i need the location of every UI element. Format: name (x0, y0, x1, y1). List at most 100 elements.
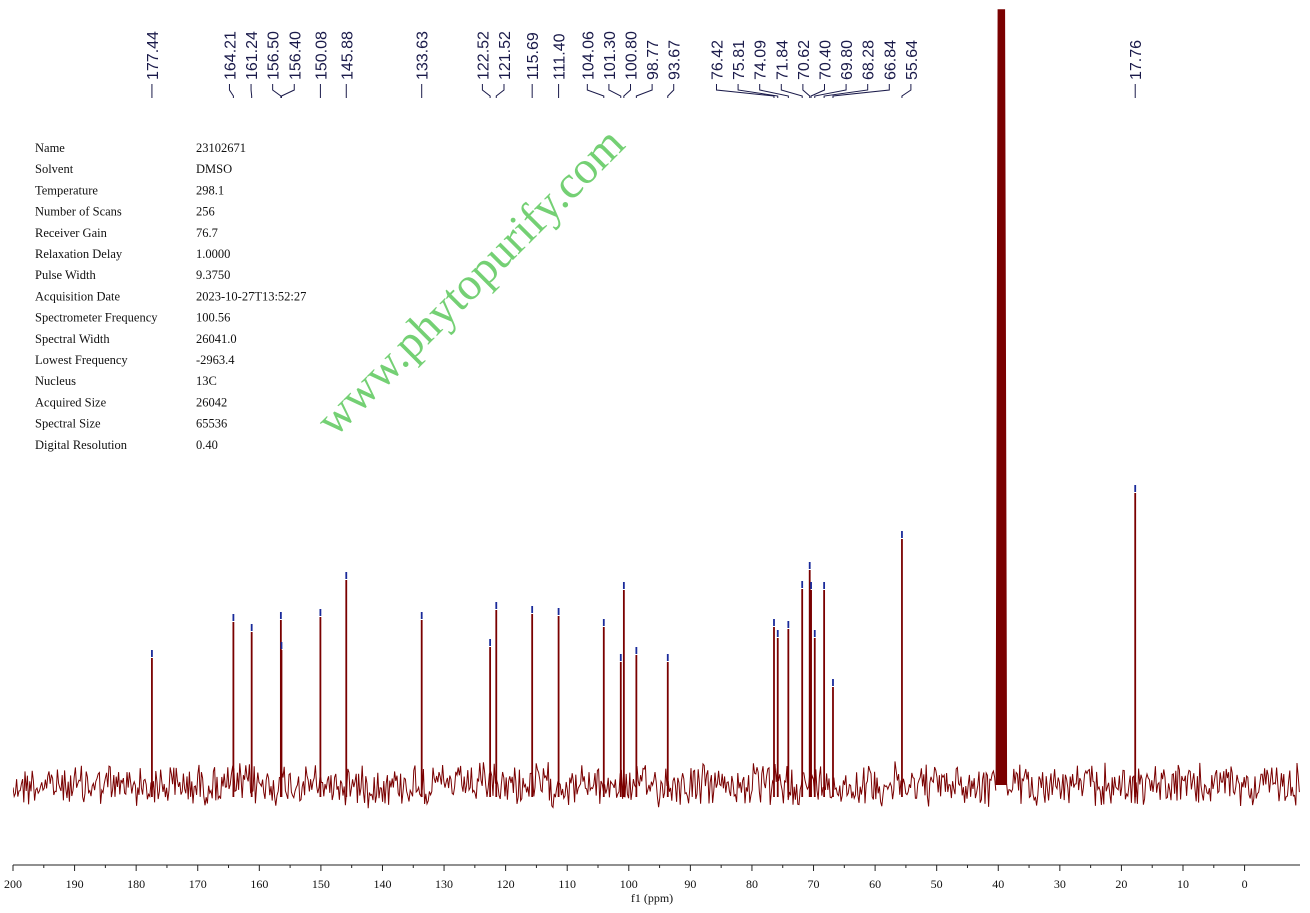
peak-label-leader (250, 84, 253, 98)
x-tick-label: 0 (1242, 877, 1248, 891)
peak-label-leader (814, 84, 847, 98)
peak-label: 70.62 (796, 40, 813, 80)
peak-label: 133.63 (415, 31, 432, 80)
baseline-noise (13, 761, 1300, 809)
x-tick-label: 60 (869, 877, 881, 891)
param-name: Name (35, 141, 65, 155)
x-tick-label: 160 (250, 877, 268, 891)
param-name: Pulse Width (35, 268, 96, 282)
peak-label-leader (495, 84, 505, 98)
param-name: Spectrometer Frequency (35, 311, 158, 325)
peak-label-leader (715, 84, 775, 98)
param-value: 100.56 (196, 311, 230, 325)
param-value: 26042 (196, 395, 227, 409)
param-name: Acquisition Date (35, 289, 121, 303)
param-value: 13C (196, 374, 217, 388)
peak-label: 93.67 (667, 40, 684, 80)
peak-label: 55.64 (904, 40, 921, 80)
peak-label: 156.50 (266, 31, 283, 80)
peak-label: 75.81 (731, 40, 748, 80)
param-name: Spectral Size (35, 417, 101, 431)
peak-label: 68.28 (861, 40, 878, 80)
peak-label: 100.80 (624, 31, 641, 80)
x-tick-label: 100 (620, 877, 638, 891)
peak-label: 121.52 (497, 31, 514, 80)
peak-label-leader (802, 84, 811, 98)
x-tick-label: 180 (127, 877, 145, 891)
peak-label-leader (228, 84, 234, 98)
param-value: 9.3750 (196, 268, 230, 282)
watermark: www.phytopurify.com (306, 117, 634, 445)
peak-label: 66.84 (882, 40, 899, 80)
peak-label: 177.44 (145, 31, 162, 80)
peak-label: 101.30 (602, 31, 619, 80)
peak-label: 76.42 (709, 40, 726, 80)
x-tick-label: 50 (931, 877, 943, 891)
param-value: 2023-10-27T13:52:27 (196, 289, 306, 303)
param-value: 26041.0 (196, 332, 237, 346)
x-tick-label: 170 (189, 877, 207, 891)
peak-label: 115.69 (525, 32, 542, 80)
peak-label: 70.40 (817, 40, 834, 80)
peak-label-leader (737, 84, 779, 98)
x-tick-label: 150 (312, 877, 330, 891)
x-tick-label: 110 (558, 877, 576, 891)
param-name: Digital Resolution (35, 438, 128, 452)
peak-label: 145.88 (339, 31, 356, 80)
peak-label-leader (272, 84, 282, 98)
x-tick-label: 140 (373, 877, 391, 891)
peak-label-leader (667, 84, 675, 98)
peak-label: 156.40 (287, 31, 304, 80)
peak-label: 164.21 (222, 31, 239, 80)
parameter-table: Name 23102671 Solvent DMSO Temperature 298.1 N… (35, 141, 306, 452)
x-tick-label: 190 (66, 877, 84, 891)
peak-label-leader (280, 84, 295, 98)
peak-label-leader (635, 84, 653, 98)
x-axis: 200 190 180 170 160 150 140 130 120 110 100 90 80 70 6… (4, 864, 1300, 891)
peak-label-leader (823, 84, 869, 98)
param-value: 0.40 (196, 438, 218, 452)
param-name: Nucleus (35, 374, 76, 388)
peak-label-leader (481, 84, 491, 98)
peak-label: 69.80 (839, 40, 856, 80)
peak-label-leader (810, 84, 825, 98)
param-value: 256 (196, 205, 215, 219)
x-axis-label: f1 (ppm) (631, 891, 673, 905)
spectrum (13, 9, 1300, 809)
param-name: Relaxation Delay (35, 247, 123, 261)
peak-label-leader (832, 84, 890, 98)
param-name: Lowest Frequency (35, 353, 128, 367)
param-value: 1.0000 (196, 247, 230, 261)
x-tick-label: 90 (684, 877, 696, 891)
peak-label: 122.52 (475, 31, 492, 80)
x-tick-label: 130 (435, 877, 453, 891)
peak-label-leader (608, 84, 622, 98)
param-name: Receiver Gain (35, 226, 108, 240)
x-tick-label: 40 (992, 877, 1004, 891)
peak-label-leader (759, 84, 789, 98)
peak-label: 104.06 (580, 31, 597, 80)
peak-label: 17.76 (1128, 40, 1145, 80)
solvent-peak (995, 9, 1008, 786)
param-value: 23102671 (196, 141, 246, 155)
x-tick-label: 70 (808, 877, 820, 891)
peak-label-leader (586, 84, 605, 98)
x-tick-label: 20 (1115, 877, 1127, 891)
param-value: 65536 (196, 417, 227, 431)
param-name: Acquired Size (35, 395, 107, 409)
x-tick-label: 200 (4, 877, 22, 891)
peak-label: 98.77 (645, 40, 662, 80)
peak-label-leader (623, 84, 632, 98)
peak-label-leader (780, 84, 803, 98)
peak-label: 161.24 (244, 31, 261, 80)
param-value: DMSO (196, 162, 232, 176)
param-value: 298.1 (196, 183, 224, 197)
peak-label: 111.40 (552, 33, 569, 80)
x-tick-label: 30 (1054, 877, 1066, 891)
x-tick-label: 10 (1177, 877, 1189, 891)
param-value: -2963.4 (196, 353, 235, 367)
peak-label: 150.08 (313, 31, 330, 80)
x-tick-label: 120 (497, 877, 515, 891)
